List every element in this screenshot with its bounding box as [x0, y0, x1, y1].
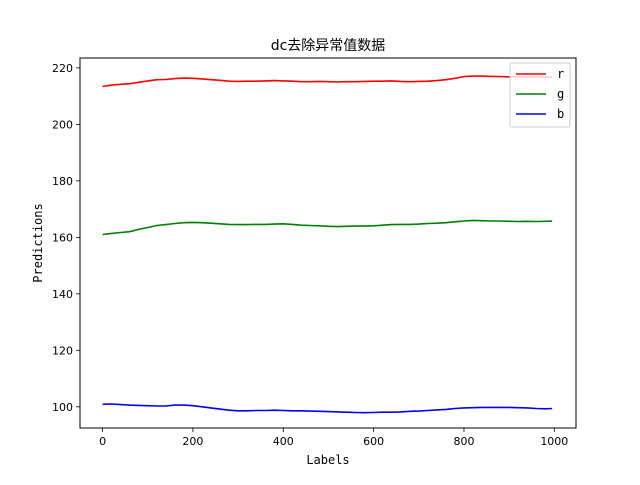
x-axis: 0 200 400 600 800 1000 — [99, 428, 568, 448]
y-tick-label: 200 — [52, 118, 73, 131]
legend-label-g: g — [557, 87, 564, 101]
y-axis: 100 120 140 160 180 200 220 — [52, 62, 80, 414]
series-line-b — [102, 403, 553, 414]
x-tick-label: 0 — [99, 435, 106, 448]
y-tick-label: 140 — [52, 288, 73, 301]
legend-label-b: b — [557, 107, 564, 121]
y-tick-label: 220 — [52, 62, 73, 75]
y-tick-label: 180 — [52, 175, 73, 188]
axes-frame — [79, 57, 577, 429]
plot-area — [102, 75, 553, 414]
legend: rgb — [509, 62, 571, 128]
x-tick-label: 400 — [273, 435, 294, 448]
legend-box — [509, 62, 571, 128]
y-axis-label: Predictions — [31, 203, 45, 282]
chart-title: dc去除异常值数据 — [271, 38, 386, 54]
x-tick-label: 200 — [182, 435, 203, 448]
y-tick-label: 100 — [52, 401, 73, 414]
x-axis-label: Labels — [306, 453, 349, 467]
x-tick-label: 600 — [363, 435, 384, 448]
legend-label-r: r — [557, 67, 564, 81]
x-tick-label: 800 — [453, 435, 474, 448]
series-line-r — [102, 75, 553, 88]
series-line-g — [102, 219, 553, 236]
y-tick-label: 160 — [52, 231, 73, 244]
x-tick-label: 1000 — [540, 435, 568, 448]
y-tick-label: 120 — [52, 344, 73, 357]
